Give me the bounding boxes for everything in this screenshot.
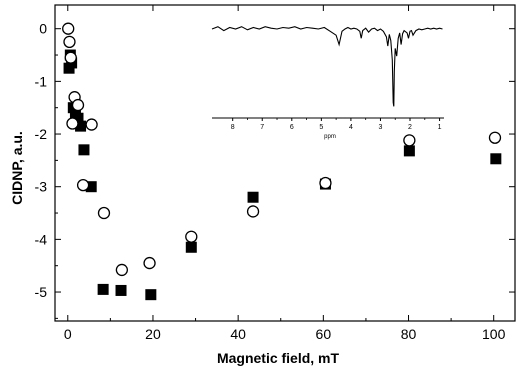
plot-border xyxy=(54,4,516,322)
square-data-point xyxy=(145,289,157,301)
square-data-point xyxy=(75,120,87,132)
inset-x-tick-label: 2 xyxy=(408,124,412,131)
circle-data-point xyxy=(66,117,79,130)
circle-data-point xyxy=(76,178,90,192)
square-data-point xyxy=(72,112,84,124)
circle-data-point xyxy=(319,176,332,190)
y-tick-label: 0 xyxy=(39,21,47,37)
y-tick-label: -2 xyxy=(35,126,48,142)
main-axes: 0 20 40 60 80 100 0 -1 -2 -3 -4 -5 xyxy=(35,5,515,342)
circle-data-point xyxy=(63,35,76,49)
x-tick-label: 20 xyxy=(145,326,161,342)
spectrum-line xyxy=(211,26,443,107)
inset-x-tick-label: 1 xyxy=(438,124,442,131)
main-plot-frame xyxy=(54,4,516,322)
inset-x-tick-label: 6 xyxy=(290,124,294,131)
circle-data-point xyxy=(115,263,129,277)
circle-data-point xyxy=(62,22,75,35)
inset-x-tick-label: 4 xyxy=(349,124,353,131)
square-data-point xyxy=(247,191,259,203)
inset-x-tick-label: 3 xyxy=(379,124,383,131)
circle-data-point xyxy=(488,131,502,144)
inset-x-tick-label: 8 xyxy=(231,124,235,131)
square-data-point xyxy=(97,283,109,295)
y-tick-label: -5 xyxy=(35,284,48,300)
circle-data-point xyxy=(97,206,111,220)
circle-data-point xyxy=(64,51,77,64)
x-tick-label: 0 xyxy=(64,326,72,342)
square-data-point xyxy=(403,145,415,157)
x-tick-label: 60 xyxy=(316,326,332,342)
y-axis-title: CIDNP, a.u. xyxy=(9,131,25,205)
circle-data-point xyxy=(403,134,416,147)
square-data-point xyxy=(185,241,197,253)
x-tick-label: 100 xyxy=(482,326,506,342)
square-data-point xyxy=(115,284,127,296)
circle-data-point xyxy=(143,256,156,270)
circle-data-point xyxy=(71,98,85,112)
main-data-points xyxy=(62,22,502,301)
inset-x-axis-title: ppm xyxy=(324,134,336,140)
square-data-point xyxy=(78,144,90,156)
square-data-point xyxy=(85,181,97,193)
inset-x-tick-label: 7 xyxy=(260,124,264,131)
circle-data-point xyxy=(246,205,260,218)
circle-data-point xyxy=(85,118,98,131)
x-tick-label: 80 xyxy=(401,326,417,342)
square-data-point xyxy=(490,153,502,165)
y-tick-label: -3 xyxy=(35,179,48,195)
inset-x-tick-label: 5 xyxy=(319,124,323,131)
inset-spectrum: 8 7 6 5 4 3 2 1 xyxy=(211,26,444,131)
circle-data-point xyxy=(185,230,198,243)
x-tick-label: 40 xyxy=(230,326,246,342)
x-axis-title: Magnetic field, mT xyxy=(217,350,340,366)
y-tick-label: -4 xyxy=(35,231,48,247)
y-tick-label: -1 xyxy=(35,73,48,89)
